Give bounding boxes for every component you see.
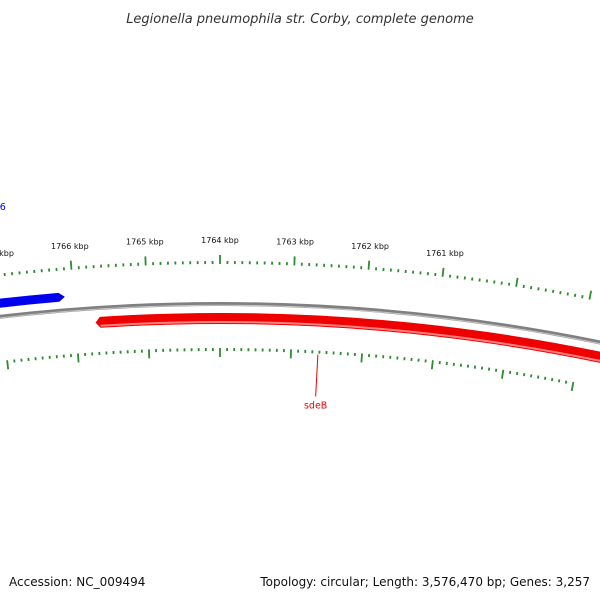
major-tick-upper xyxy=(441,267,445,277)
tick-label: 1761 kbp xyxy=(426,249,464,258)
minor-tick-upper xyxy=(551,289,555,293)
major-tick-lower xyxy=(501,369,505,379)
minor-tick-lower xyxy=(564,380,568,384)
gene-label-lpc-1606: LPC_1606 xyxy=(0,202,6,213)
minor-tick-lower xyxy=(544,376,547,380)
map-title: Legionella pneumophila str. Corby, compl… xyxy=(126,12,474,27)
minor-tick-upper xyxy=(573,293,577,297)
major-tick-lower xyxy=(430,360,434,370)
gene-leader-sdeb xyxy=(315,354,319,397)
minor-tick-upper xyxy=(559,291,562,295)
minor-tick-lower xyxy=(557,379,561,383)
tick-track-lower xyxy=(6,348,575,392)
major-tick-upper xyxy=(588,290,593,300)
gene-track xyxy=(0,292,600,437)
minor-tick-lower xyxy=(550,377,554,382)
gene-sdeb-shade xyxy=(100,321,600,362)
tick-label: 1764 kbp xyxy=(201,236,239,245)
major-tick-upper xyxy=(367,260,371,270)
tick-label: 1762 kbp xyxy=(351,242,389,251)
major-tick-lower xyxy=(570,381,575,392)
minor-tick-lower xyxy=(537,375,540,379)
minor-tick-upper xyxy=(566,292,569,296)
minor-tick-upper xyxy=(544,288,547,292)
genome-backbone xyxy=(0,302,600,345)
genome-stats-label: Topology: circular; Length: 3,576,470 bp… xyxy=(260,575,590,589)
major-tick-lower xyxy=(6,360,10,370)
gene-sdeb[interactable] xyxy=(95,313,600,437)
gene-labels: LPC_1606 sdeB xyxy=(0,202,327,411)
tick-label: 1765 kbp xyxy=(126,237,164,246)
tick-labels: 1761 kbp 1762 kbp 1763 kbp 1764 kbp 1765 kbp… xyxy=(0,236,464,258)
major-tick-lower xyxy=(360,353,363,363)
major-tick-lower xyxy=(77,353,80,363)
major-tick-upper xyxy=(69,260,73,270)
backbone-arc xyxy=(0,302,600,345)
tick-track-upper xyxy=(3,255,593,300)
accession-label: Accession: NC_009494 xyxy=(9,575,146,589)
gene-lpc-1606[interactable] xyxy=(0,292,65,434)
tick-label: 1763 kbp xyxy=(276,237,314,246)
tick-label: 1767 kbp xyxy=(0,249,14,258)
tick-label: 1766 kbp xyxy=(51,242,89,251)
major-tick-upper xyxy=(515,277,519,287)
minor-tick-lower xyxy=(530,374,533,378)
minor-tick-upper xyxy=(581,295,584,299)
gene-label-sdeb: sdeB xyxy=(304,401,327,412)
backbone-highlight xyxy=(0,304,600,345)
